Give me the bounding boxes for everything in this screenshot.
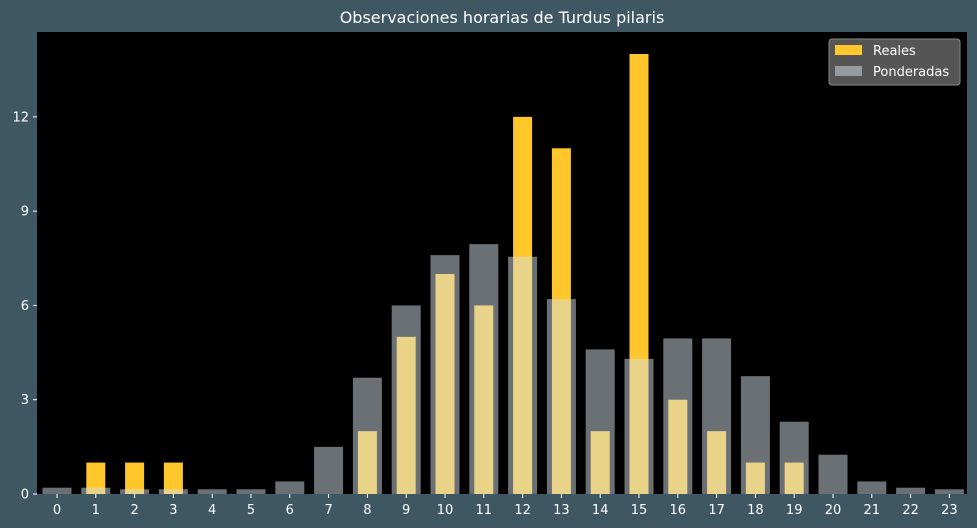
bar-ponderadas-23 xyxy=(934,489,964,494)
x-tick-label: 2 xyxy=(130,503,138,518)
x-tick-label: 9 xyxy=(402,503,410,518)
x-tick-label: 12 xyxy=(514,503,531,518)
y-tick-label: 3 xyxy=(21,393,29,408)
bar-ponderadas-16 xyxy=(663,338,693,494)
bar-ponderadas-2 xyxy=(120,489,150,494)
x-tick-label: 19 xyxy=(786,503,803,518)
bar-ponderadas-21 xyxy=(857,481,887,494)
bar-ponderadas-13 xyxy=(546,299,576,494)
legend-label-reales: Reales xyxy=(873,44,916,59)
x-tick-label: 20 xyxy=(825,503,842,518)
y-tick-label: 6 xyxy=(21,299,29,314)
bar-ponderadas-19 xyxy=(779,421,809,494)
bar-ponderadas-1 xyxy=(81,487,111,494)
plot-area xyxy=(37,32,967,494)
x-tick-label: 18 xyxy=(747,503,764,518)
legend-label-ponderadas: Ponderadas xyxy=(873,65,949,80)
legend-swatch-reales xyxy=(835,45,862,55)
x-tick-label: 3 xyxy=(169,503,177,518)
x-tick-label: 13 xyxy=(553,503,570,518)
x-tick-label: 23 xyxy=(941,503,958,518)
chart-title: Observaciones horarias de Turdus pilaris xyxy=(340,8,665,27)
bar-ponderadas-0 xyxy=(42,487,72,494)
x-tick-label: 1 xyxy=(92,503,100,518)
bar-reales-2 xyxy=(125,462,145,494)
legend: Reales Ponderadas xyxy=(828,38,961,86)
bar-ponderadas-9 xyxy=(391,305,421,494)
bar-ponderadas-8 xyxy=(352,377,382,494)
x-tick-label: 7 xyxy=(324,503,332,518)
bar-ponderadas-6 xyxy=(275,481,305,494)
bar-ponderadas-20 xyxy=(818,454,848,494)
x-tick-label: 8 xyxy=(363,503,371,518)
bar-ponderadas-18 xyxy=(740,376,770,494)
legend-swatch-ponderadas xyxy=(835,66,862,76)
x-tick-label: 4 xyxy=(208,503,216,518)
x-tick-label: 5 xyxy=(247,503,255,518)
x-tick-label: 22 xyxy=(902,503,919,518)
y-axis-ticks: 0 3 6 9 12 xyxy=(12,110,37,503)
x-tick-label: 14 xyxy=(592,503,609,518)
bar-ponderadas-14 xyxy=(585,349,615,494)
x-tick-label: 0 xyxy=(53,503,61,518)
y-tick-label: 0 xyxy=(21,488,29,503)
x-axis-ticks: 0 1 2 3 4 5 6 7 8 9 10 11 12 13 14 15 16 17 18 19 20 21 22 23 xyxy=(53,494,958,518)
bar-ponderadas-10 xyxy=(430,255,460,494)
bar-ponderadas-15 xyxy=(624,358,654,494)
x-tick-label: 6 xyxy=(286,503,294,518)
x-tick-label: 17 xyxy=(708,503,725,518)
bar-ponderadas-3 xyxy=(158,489,188,494)
x-tick-label: 16 xyxy=(670,503,687,518)
x-tick-label: 15 xyxy=(631,503,648,518)
bar-reales-1 xyxy=(86,462,106,494)
x-tick-label: 10 xyxy=(437,503,454,518)
bar-ponderadas-17 xyxy=(702,338,732,494)
bar-ponderadas-5 xyxy=(236,489,266,494)
bar-reales-3 xyxy=(163,462,183,494)
x-tick-label: 11 xyxy=(476,503,493,518)
bar-ponderadas-11 xyxy=(469,244,499,494)
bar-ponderadas-7 xyxy=(314,446,344,494)
bar-ponderadas-12 xyxy=(508,256,538,494)
x-tick-label: 21 xyxy=(864,503,881,518)
y-tick-label: 12 xyxy=(12,110,29,125)
bar-ponderadas-4 xyxy=(197,489,227,494)
y-tick-label: 9 xyxy=(21,205,29,220)
bar-ponderadas-22 xyxy=(896,487,926,494)
series-ponderadas xyxy=(42,244,964,494)
